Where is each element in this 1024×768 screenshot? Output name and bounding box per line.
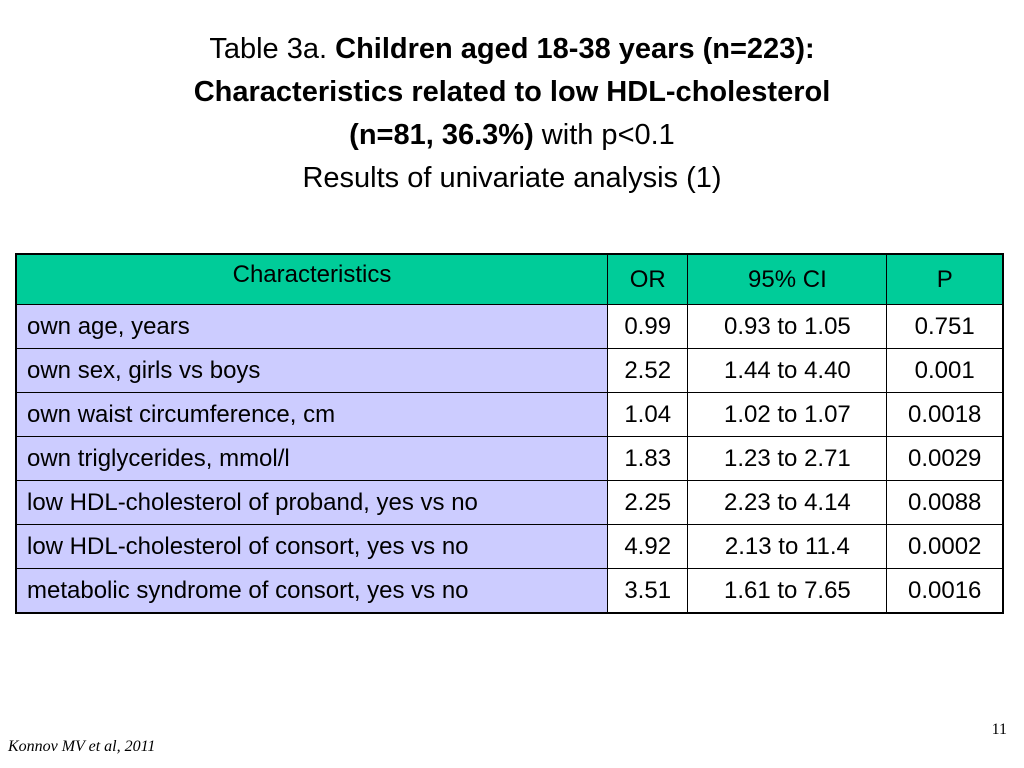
table-row: own age, years 0.99 0.93 to 1.05 0.751 [15, 304, 1004, 349]
table-row: metabolic syndrome of consort, yes vs no… [15, 568, 1004, 614]
cell-p: 0.0016 [886, 568, 1004, 614]
cell-characteristic: own age, years [15, 304, 608, 349]
cell-characteristic: own sex, girls vs boys [15, 348, 608, 393]
header-p: P [886, 253, 1004, 305]
cell-p: 0.751 [886, 304, 1004, 349]
header-row: Characteristics OR 95% CI P [15, 253, 1004, 305]
cell-p: 0.0002 [886, 524, 1004, 569]
table-row: low HDL-cholesterol of proband, yes vs n… [15, 480, 1004, 525]
cell-or: 2.25 [606, 480, 689, 525]
cell-or: 1.04 [606, 392, 689, 437]
cell-ci: 1.44 to 4.40 [687, 348, 888, 393]
cell-or: 1.83 [606, 436, 689, 481]
cell-ci: 1.23 to 2.71 [687, 436, 888, 481]
page-number: 11 [991, 721, 1007, 738]
cell-or: 4.92 [606, 524, 689, 569]
header-ci: 95% CI [687, 253, 888, 305]
title-prefix: Table 3a. [209, 33, 336, 65]
table-row: own triglycerides, mmol/l 1.83 1.23 to 2… [15, 436, 1004, 481]
cell-characteristic: low HDL-cholesterol of proband, yes vs n… [15, 480, 608, 525]
slide-title: Table 3a. Children aged 18-38 years (n=2… [0, 28, 1024, 200]
cell-characteristic: metabolic syndrome of consort, yes vs no [15, 568, 608, 614]
cell-or: 3.51 [606, 568, 689, 614]
cell-characteristic: own waist circumference, cm [15, 392, 608, 437]
cell-ci: 0.93 to 1.05 [687, 304, 888, 349]
cell-ci: 2.23 to 4.14 [687, 480, 888, 525]
cell-ci: 1.61 to 7.65 [687, 568, 888, 614]
cell-ci: 1.02 to 1.07 [687, 392, 888, 437]
title-line-1: Table 3a. Children aged 18-38 years (n=2… [0, 28, 1024, 71]
cell-or: 2.52 [606, 348, 689, 393]
footer-citation: Konnov MV et al, 2011 [8, 738, 156, 755]
cell-p: 0.0029 [886, 436, 1004, 481]
title-threshold: with p<0.1 [533, 119, 675, 151]
title-heading: Children aged 18-38 years (n=223): [335, 33, 815, 65]
table-row: low HDL-cholesterol of consort, yes vs n… [15, 524, 1004, 569]
cell-ci: 2.13 to 11.4 [687, 524, 888, 569]
cell-p: 0.0018 [886, 392, 1004, 437]
table-row: own waist circumference, cm 1.04 1.02 to… [15, 392, 1004, 437]
cell-characteristic: own triglycerides, mmol/l [15, 436, 608, 481]
table-body: own age, years 0.99 0.93 to 1.05 0.751 o… [15, 304, 1004, 614]
title-subtitle: Results of univariate analysis (1) [302, 162, 722, 194]
results-table: Characteristics OR 95% CI P own age, yea… [15, 253, 1004, 614]
cell-characteristic: low HDL-cholesterol of consort, yes vs n… [15, 524, 608, 569]
cell-or: 0.99 [606, 304, 689, 349]
title-sample-size: (n=81, 36.3%) [349, 119, 534, 151]
header-or: OR [606, 253, 689, 305]
table-header: Characteristics OR 95% CI P [15, 253, 1004, 305]
cell-p: 0.001 [886, 348, 1004, 393]
header-characteristics: Characteristics [15, 253, 608, 305]
title-line-2: Characteristics related to low HDL-chole… [193, 76, 831, 108]
title-line-3: (n=81, 36.3%) with p<0.1 [0, 114, 1024, 157]
cell-p: 0.0088 [886, 480, 1004, 525]
table-row: own sex, girls vs boys 2.52 1.44 to 4.40… [15, 348, 1004, 393]
